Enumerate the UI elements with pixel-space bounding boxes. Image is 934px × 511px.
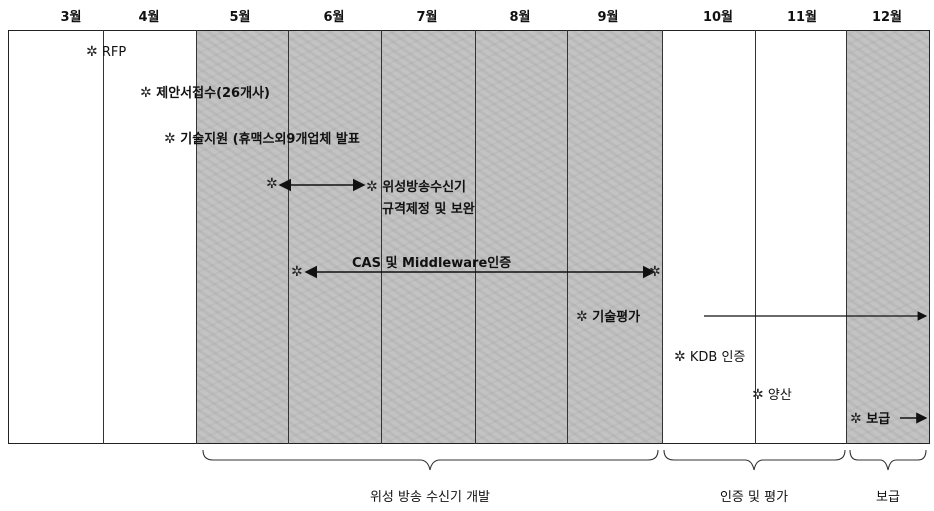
month-apr: 4월 (138, 10, 160, 25)
event-mass-production: ✲ 양산 (752, 384, 792, 403)
certification-brace (663, 449, 846, 471)
asterisk-star-icon: ✲ (266, 176, 278, 192)
asterisk-star-icon: ✲ (649, 264, 661, 280)
month-dec: 12월 (871, 10, 903, 25)
asterisk-star-icon: ✲ (366, 179, 378, 195)
divider (567, 30, 568, 444)
event-mass-production-text: 양산 (767, 388, 792, 403)
asterisk-star-icon: ✲ (752, 387, 764, 403)
development-shade (196, 30, 662, 444)
event-tech-support: ✲ 기술지원 (휴맥스외9개업체 발표 (164, 128, 360, 147)
event-spec: ✲ 위성방송수신기 (366, 176, 466, 195)
event-distribution-text: 보급 (866, 412, 891, 427)
divider (755, 30, 756, 444)
divider (846, 30, 847, 444)
month-jul: 7월 (416, 10, 438, 25)
phase-distribution: 보급 (876, 490, 900, 505)
month-oct: 10월 (702, 10, 734, 25)
month-mar: 3월 (60, 10, 82, 25)
event-distribution: ✲ 보급 (850, 408, 890, 427)
event-spec-line2: 규격제정 및 보완 (382, 202, 475, 217)
event-rfp: ✲ RFP (86, 44, 126, 60)
divider (475, 30, 476, 444)
asterisk-star-icon: ✲ (291, 264, 303, 280)
event-proposal-text: 제안서접수(26개사) (156, 86, 270, 101)
month-may: 5월 (229, 10, 251, 25)
asterisk-star-icon: ✲ (164, 131, 176, 147)
timeline-frame (8, 30, 930, 444)
month-aug: 8월 (509, 10, 531, 25)
divider (103, 30, 104, 444)
divider (196, 30, 197, 444)
event-kdb: ✲ KDB 인증 (674, 346, 745, 365)
cas-end-marker: ✲ (649, 264, 661, 280)
event-tech-eval: ✲ 기술평가 (576, 306, 640, 325)
event-cas-text: CAS 및 Middleware인증 (352, 256, 512, 271)
asterisk-star-icon: ✲ (576, 309, 588, 325)
event-spec-sub: 규격제정 및 보완 (382, 198, 475, 217)
event-tech-support-text: 기술지원 (휴맥스외9개업체 발표 (180, 132, 360, 147)
event-kdb-text: KDB 인증 (689, 350, 746, 365)
phase-development: 위성 방송 수신기 개발 (369, 490, 491, 505)
month-jun: 6월 (323, 10, 345, 25)
distribution-brace (849, 449, 927, 471)
cas-start-marker: ✲ (291, 264, 303, 280)
event-tech-eval-text: 기술평가 (592, 310, 641, 325)
event-proposal: ✲ 제안서접수(26개사) (140, 82, 270, 101)
event-rfp-text: RFP (101, 45, 127, 60)
divider (662, 30, 663, 444)
month-nov: 11월 (786, 10, 818, 25)
event-cas: CAS 및 Middleware인증 (352, 252, 511, 271)
month-sep: 9월 (597, 10, 619, 25)
distribution-shade (846, 30, 930, 444)
spec-start-marker: ✲ (266, 176, 278, 192)
asterisk-star-icon: ✲ (674, 349, 686, 365)
development-brace (202, 449, 659, 471)
divider (381, 30, 382, 444)
phase-certification: 인증 및 평가 (719, 490, 789, 505)
divider (288, 30, 289, 444)
asterisk-star-icon: ✲ (850, 411, 862, 427)
asterisk-star-icon: ✲ (86, 44, 98, 60)
asterisk-star-icon: ✲ (140, 85, 152, 101)
event-spec-line1: 위성방송수신기 (382, 180, 466, 195)
